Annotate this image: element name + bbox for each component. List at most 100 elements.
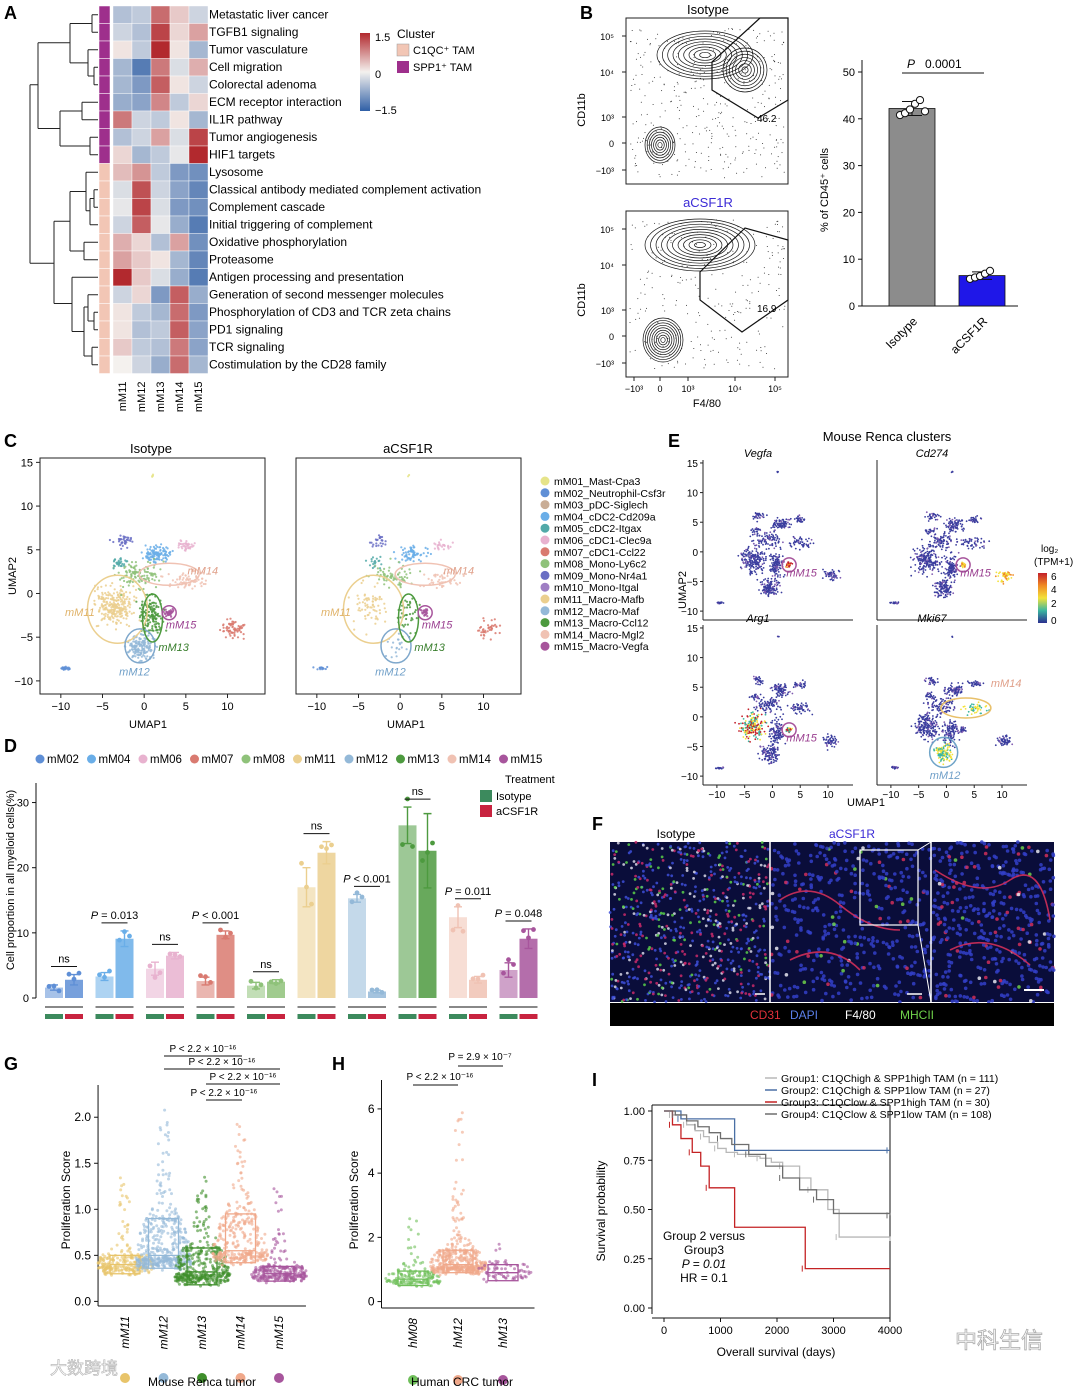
umap-point	[119, 598, 122, 601]
umap-point	[116, 591, 119, 594]
flow-event	[684, 151, 686, 153]
expression-point	[805, 538, 807, 541]
heatmap-cell	[150, 110, 171, 129]
umap-point	[109, 601, 112, 604]
expression-point	[752, 566, 755, 569]
heatmap-cell	[131, 198, 152, 217]
umap-point	[405, 555, 408, 558]
expression-point	[939, 515, 942, 518]
expression-point	[780, 708, 782, 711]
expression-point	[793, 543, 796, 546]
expression-point	[745, 735, 748, 738]
umap-point	[356, 603, 359, 606]
pvalue-label: P	[907, 57, 915, 71]
umap-point	[157, 605, 160, 609]
expression-point	[919, 565, 921, 568]
expression-point	[780, 520, 782, 523]
expression-point	[750, 731, 752, 734]
expression-point	[749, 714, 752, 717]
umap-point	[384, 543, 387, 546]
expression-point	[758, 757, 761, 760]
heatmap-cell	[150, 303, 171, 322]
flow-event	[644, 293, 646, 295]
heatmap-cell	[131, 303, 152, 322]
umap-point	[126, 546, 129, 549]
flow-event	[634, 227, 636, 229]
expression-point	[773, 521, 776, 524]
contour	[661, 33, 749, 77]
umap-point	[166, 554, 169, 557]
heatmap-cell	[169, 163, 190, 182]
cluster-outline-m14	[394, 562, 456, 587]
umap-point	[122, 617, 125, 620]
umap-point	[404, 559, 407, 562]
umap-point	[168, 612, 171, 615]
umap-point	[201, 577, 204, 580]
contour	[657, 142, 663, 148]
expression-point	[762, 537, 765, 540]
umap-point	[119, 534, 122, 537]
expression-point	[928, 545, 931, 548]
umap-point	[222, 630, 225, 633]
flow-event	[667, 221, 669, 223]
expression-point	[761, 680, 764, 682]
expression-point	[946, 546, 949, 549]
cluster-cell	[98, 93, 111, 112]
cluster-cell	[98, 40, 111, 59]
expression-point	[771, 591, 773, 594]
umap-point	[434, 573, 437, 576]
expression-point	[897, 601, 900, 604]
expression-point	[804, 710, 806, 713]
expression-point	[942, 571, 945, 574]
expression-point	[769, 728, 772, 731]
expression-point	[780, 683, 782, 686]
flow-event	[760, 347, 762, 348]
heatmap-cell	[112, 145, 133, 164]
umap-point	[417, 558, 421, 561]
expression-point	[779, 574, 782, 576]
umap-point	[104, 615, 107, 618]
umap-point	[371, 604, 374, 607]
expression-point	[768, 589, 771, 592]
heatmap-cell	[150, 40, 171, 59]
flow-event	[775, 103, 777, 105]
expression-point	[835, 739, 838, 741]
expression-point	[759, 557, 761, 560]
umap-point	[152, 549, 156, 552]
umap-point	[132, 566, 135, 569]
expression-point	[755, 556, 758, 558]
umap-point	[408, 553, 411, 556]
umap-point	[149, 545, 152, 549]
expression-point	[951, 525, 954, 528]
expression-point	[762, 559, 765, 562]
flow-event	[746, 121, 748, 123]
flow-event	[674, 154, 676, 155]
expression-point	[777, 574, 779, 576]
heatmap-row-label: Complement cascade	[209, 200, 325, 214]
expression-point	[775, 572, 778, 575]
umap-point	[483, 630, 486, 634]
heatmap-cell	[188, 268, 209, 287]
expression-point	[773, 562, 775, 565]
flow-event	[703, 79, 705, 81]
flow-event	[762, 366, 764, 368]
flow-event	[711, 337, 713, 339]
annot-m13: mM13	[158, 642, 189, 654]
umap-point	[204, 579, 207, 582]
expression-point	[833, 742, 835, 744]
flow-event	[744, 69, 746, 71]
expression-point	[964, 538, 967, 541]
expression-point	[754, 561, 756, 563]
umap-point	[151, 607, 154, 610]
umap-point	[147, 634, 150, 637]
umap-point	[162, 560, 165, 563]
heatmap-row-label: Classical antibody mediated complement a…	[209, 183, 481, 197]
expression-point	[801, 543, 803, 546]
expression-point	[775, 560, 777, 562]
umap-point	[133, 595, 136, 598]
expression-point	[768, 733, 771, 735]
cluster-outline-m15	[417, 604, 433, 621]
expression-point	[952, 592, 955, 595]
expression-point	[752, 515, 754, 518]
expression-point	[745, 562, 748, 565]
